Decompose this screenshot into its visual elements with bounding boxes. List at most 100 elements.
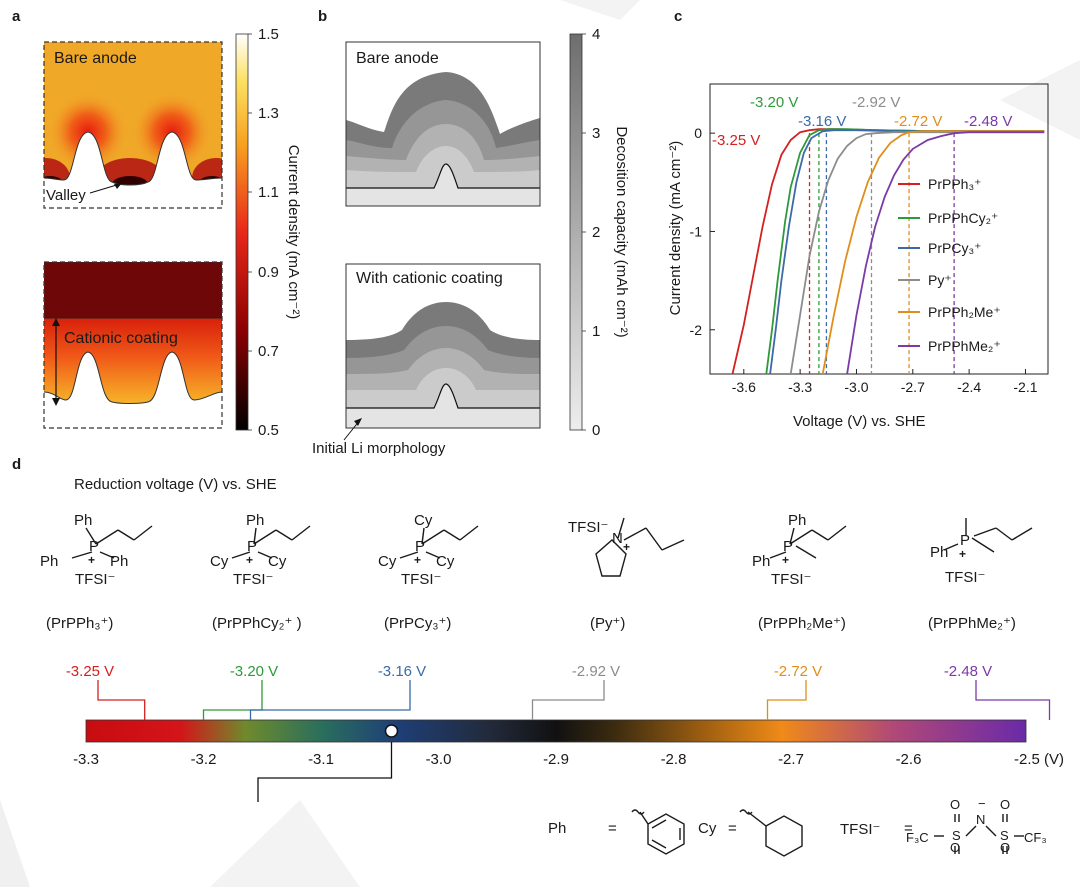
scale-voltage-PrPCy3: -3.16 V (378, 663, 426, 680)
panel-b-coating-label: With cationic coating (356, 270, 503, 287)
s3-tfsi: TFSI⁻ (401, 571, 442, 588)
s5-tfsi: TFSI⁻ (771, 571, 812, 588)
onset-label-Py: -2.92 V (852, 94, 900, 111)
legend-label-PrPCy3: PrPCy₃⁺ (928, 240, 982, 256)
legend-label-PrPPh2Me: PrPPh₂Me⁺ (928, 304, 1001, 320)
cy-definition-label: Cy (698, 820, 717, 837)
colorbar-b (569, 33, 583, 431)
panel-b-bare-anode-label: Bare anode (356, 50, 439, 67)
x-tick-label: -2.4 (957, 379, 981, 395)
panel-letter-b: b (318, 8, 328, 25)
s2-group-left: Cy (210, 553, 229, 570)
panel-letter-d: d (12, 456, 22, 473)
s3-group-left: Cy (378, 553, 397, 570)
voltage-leaders (97, 680, 1051, 720)
legend: PrPPh₃⁺ PrPPhCy₂⁺ PrPCy₃⁺ Py⁺ PrPPh₂Me⁺ PrPPh… (898, 176, 1001, 354)
s3-group-right: Cy (436, 553, 455, 570)
scale-voltage-PrPPhMe2: -2.48 V (944, 663, 992, 680)
legend-label-Py: Py⁺ (928, 272, 952, 288)
tfsi-o4: O (1000, 840, 1011, 855)
s3-charge: + (414, 553, 422, 567)
li-metal-label: -3.04 V, Li metal (196, 819, 304, 820)
scale-voltage-PrPPh3: -3.25 V (66, 663, 114, 680)
legend-label-PrPPh3: PrPPh₃⁺ (928, 176, 982, 192)
s5-charge: + (782, 553, 790, 567)
cationic-coating-field (43, 262, 223, 428)
s1-group-left: Ph (40, 553, 59, 570)
s1-charge: + (88, 553, 96, 567)
colorbar-b-tick-1: 1 (592, 323, 601, 340)
tfsi-definition-label: TFSI⁻ (840, 821, 881, 838)
ph-definition-label: Ph (548, 820, 567, 837)
scale-voltage-PrPPhCy2: -3.20 V (230, 663, 278, 680)
onset-label-PrPCy3: -3.16 V (798, 113, 846, 130)
cation-structures (71, 517, 1033, 577)
cationic-coating-label: Cationic coating (64, 330, 178, 347)
panel-b-figure (343, 33, 586, 441)
s2-charge: + (246, 553, 254, 567)
tfsi-cf3: CF₃ (1024, 830, 1047, 845)
scale-tick-label: -2.8 (661, 751, 687, 768)
colorbar-b-tick-0: 0 (592, 422, 601, 439)
s1-phosphorus: P (89, 538, 100, 555)
leader-Py (531, 680, 605, 720)
onset-label-PrPPhCy2: -3.20 V (750, 94, 798, 111)
onset-label-PrPPh3: -3.25 V (712, 132, 760, 149)
scale-tick-label: -2.5 (V) (1014, 751, 1064, 768)
s4-nitrogen: N (612, 530, 623, 547)
colorbar-b-title: Decosition capacity (mAh cm⁻²) (613, 126, 630, 338)
scale-tick-label: -3.1 (308, 751, 334, 768)
s5-group-left: Ph (752, 553, 771, 570)
s2-group-right: Cy (268, 553, 287, 570)
s4-tfsi: TFSI⁻ (568, 519, 609, 536)
colorbar-a-tick-1-1: 1.1 (258, 184, 279, 201)
bare-anode-deposition (346, 42, 540, 206)
colorbar-a-title: Current density (mA cm⁻²) (285, 144, 302, 320)
coated-anode-deposition (346, 264, 540, 428)
scale-tick-label: -3.0 (426, 751, 452, 768)
y-tick-label: 0 (694, 125, 702, 141)
li-metal-marker: -3.04 V, Li metal (196, 724, 399, 820)
scale-voltage-PrPPh2Me: -2.72 V (774, 663, 822, 680)
ph-equals: = (608, 820, 617, 837)
li-metal-leader (257, 742, 393, 802)
colorbar-b-tick-2: 2 (592, 224, 601, 241)
voltage-scale-bar (85, 719, 1027, 743)
leader-PrPPhCy2 (202, 680, 263, 720)
panel-a-figure (43, 33, 252, 431)
group-definitions (631, 809, 1024, 857)
reduction-voltage-scale: -3.3 -3.2 -3.1 -3.0 -2.9 -2.8 -2.7 -2.6 -2.5 (V)… (66, 663, 1064, 820)
x-tick-label: -3.0 (844, 379, 868, 395)
colorbar-a-tick-0-9: 0.9 (258, 264, 279, 281)
leader-PrPPh2Me (766, 680, 807, 720)
s6-phosphorus: P (960, 532, 971, 549)
chart-x-axis-label: Voltage (V) vs. SHE (793, 413, 926, 430)
x-tick-label: -3.6 (732, 379, 756, 395)
leader-PrPCy3 (249, 680, 411, 720)
s2-tfsi: TFSI⁻ (233, 571, 274, 588)
x-tick-label: -2.7 (901, 379, 925, 395)
s1-group-top: Ph (74, 512, 93, 529)
panel-letter-c: c (674, 8, 683, 25)
s5-phosphorus: P (783, 538, 794, 555)
axis-ticks: -3.6 -3.3 -3.0 -2.7 -2.4 -2.1 0 -1 -2 (690, 125, 1038, 395)
s4-charge: + (623, 540, 631, 554)
s2-phosphorus: P (247, 538, 258, 555)
scale-tick-label: -2.6 (896, 751, 922, 768)
x-tick-label: -2.1 (1013, 379, 1037, 395)
abbr-prpphcy2: (PrPPhCy₂⁺ ) (212, 615, 302, 632)
tfsi-o2: O (1000, 797, 1011, 812)
voltage-labels: -3.25 V -3.20 V -3.16 V -2.92 V -2.72 V -2.48… (66, 663, 992, 680)
reduction-voltage-heading: Reduction voltage (V) vs. SHE (74, 476, 277, 493)
s3-phosphorus: P (415, 538, 426, 555)
leader-PrPPh3 (97, 680, 146, 720)
valley-label: Valley (46, 187, 86, 204)
tfsi-equals: = (904, 820, 913, 837)
tfsi-o1: O (950, 797, 961, 812)
y-tick-label: -2 (690, 322, 703, 338)
tfsi-n: N (976, 812, 986, 827)
scale-tick-label: -2.9 (543, 751, 569, 768)
tfsi-s2: S (1000, 828, 1009, 843)
s2-group-top: Ph (246, 512, 265, 529)
tfsi-minus: − (978, 796, 986, 811)
